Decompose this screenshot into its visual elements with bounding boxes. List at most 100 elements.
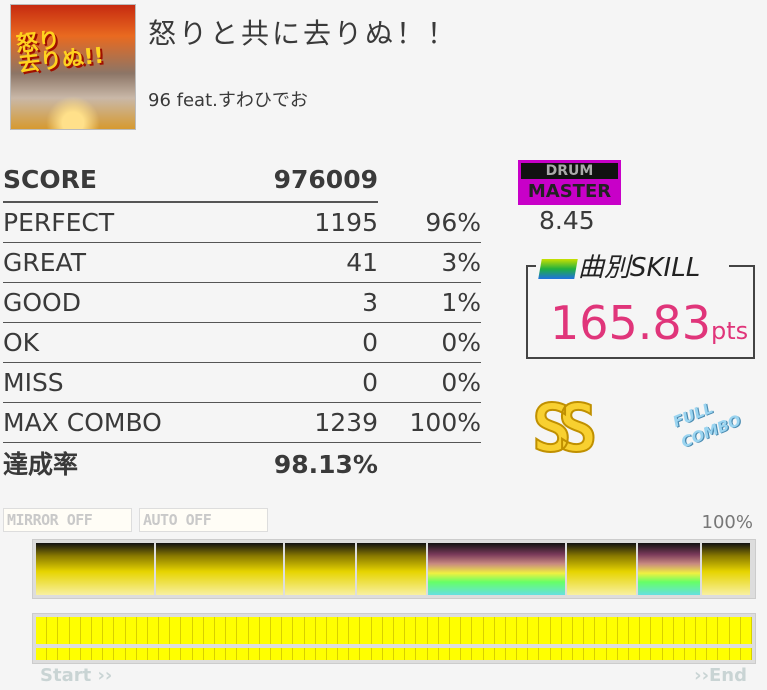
note-cell: [192, 648, 204, 660]
result-row-perfect: PERFECT 1195 96%: [3, 203, 481, 243]
note-cell: [371, 648, 383, 660]
note-cell: [461, 648, 473, 660]
note-cell: [237, 617, 249, 644]
note-cell: [550, 648, 562, 660]
note-cell: [349, 648, 361, 660]
note-cell: [405, 617, 417, 644]
progress-percent: 100%: [701, 512, 753, 533]
note-cell: [740, 648, 752, 660]
note-cell: [91, 648, 104, 660]
note-cell: [136, 648, 148, 660]
note-cell: [461, 617, 473, 644]
note-cell: [170, 617, 182, 644]
note-cell: [282, 648, 294, 660]
note-cell: [405, 648, 417, 660]
score-value: 976009: [273, 165, 378, 194]
auto-option: AUTO OFF: [139, 508, 268, 532]
note-cell: [528, 617, 540, 644]
note-cell: [696, 617, 708, 644]
note-cell: [203, 648, 215, 660]
note-cell: [472, 648, 484, 660]
row-label: GREAT: [3, 248, 86, 277]
note-cell: [304, 648, 316, 660]
note-cell: [394, 617, 406, 644]
note-cell: [226, 648, 238, 660]
note-cell: [360, 617, 372, 644]
note-cell: [382, 648, 394, 660]
note-cell: [114, 617, 126, 644]
note-cell: [159, 617, 171, 644]
note-cell: [394, 648, 406, 660]
note-cell: [259, 648, 271, 660]
note-cell: [270, 617, 283, 644]
divider: [3, 402, 481, 403]
row-label: OK: [3, 328, 40, 357]
note-cell: [338, 617, 350, 644]
note-cell: [237, 648, 249, 660]
note-cell: [438, 617, 450, 644]
note-cell: [293, 617, 305, 644]
note-cell: [584, 648, 596, 660]
difficulty-badge: DRUM MASTER: [518, 160, 621, 205]
note-cell: [47, 617, 59, 644]
note-cell: [91, 617, 104, 644]
note-cell: [696, 648, 708, 660]
row-count: 0: [362, 328, 378, 357]
skill-box: [526, 265, 755, 359]
row-label: PERFECT: [3, 208, 115, 237]
row-count: 41: [346, 248, 378, 277]
achievement-row: 達成率 98.13%: [3, 445, 378, 485]
note-cell: [539, 648, 551, 660]
note-cell: [662, 648, 674, 660]
note-cell: [628, 617, 641, 644]
divider: [3, 362, 481, 363]
result-row-good: GOOD 3 1%: [3, 283, 481, 323]
note-cell: [416, 648, 428, 660]
divider: [3, 201, 378, 203]
note-cell: [707, 617, 719, 644]
note-cell: [573, 617, 585, 644]
note-cell: [326, 648, 339, 660]
result-row-ok: OK 0 0%: [3, 323, 481, 363]
row-label: MISS: [3, 368, 64, 397]
result-row-great: GREAT 41 3%: [3, 243, 481, 283]
start-label: Start ››: [40, 665, 113, 686]
note-cell: [125, 648, 137, 660]
note-cell: [103, 648, 115, 660]
gitadora-logo-icon: [538, 258, 578, 279]
note-cell: [483, 648, 495, 660]
note-cell: [606, 617, 618, 644]
note-cell: [338, 648, 350, 660]
note-cell: [226, 617, 238, 644]
note-cell: [472, 617, 484, 644]
row-percent: 0%: [441, 328, 481, 357]
divider: [3, 322, 481, 323]
gauge-graph: [32, 539, 756, 599]
note-cell: [740, 617, 752, 644]
note-cell: [69, 617, 81, 644]
gauge-segment: [638, 543, 700, 595]
skill-value: 165.83pts: [550, 296, 748, 350]
note-cell: [215, 648, 227, 660]
note-cell: [382, 617, 394, 644]
gauge-segment: [156, 543, 284, 595]
full-combo-badge: FULL COMBO: [670, 388, 753, 467]
note-cell: [718, 648, 730, 660]
note-cell: [36, 648, 48, 660]
row-label: MAX COMBO: [3, 408, 162, 437]
achievement-label: 達成率: [3, 450, 79, 479]
note-cell: [248, 617, 260, 644]
note-cell: [684, 617, 697, 644]
divider: [3, 282, 481, 283]
gauge-segment: [285, 543, 355, 595]
divider: [3, 242, 481, 243]
note-cell: [80, 648, 92, 660]
note-cell: [684, 648, 697, 660]
achievement-value: 98.13%: [273, 450, 378, 479]
row-percent: 0%: [441, 368, 481, 397]
note-strip-lower: [36, 648, 752, 660]
row-label: GOOD: [3, 288, 81, 317]
skill-unit: pts: [710, 317, 749, 345]
rank-badge: SS: [531, 389, 599, 468]
note-cell: [494, 648, 506, 660]
